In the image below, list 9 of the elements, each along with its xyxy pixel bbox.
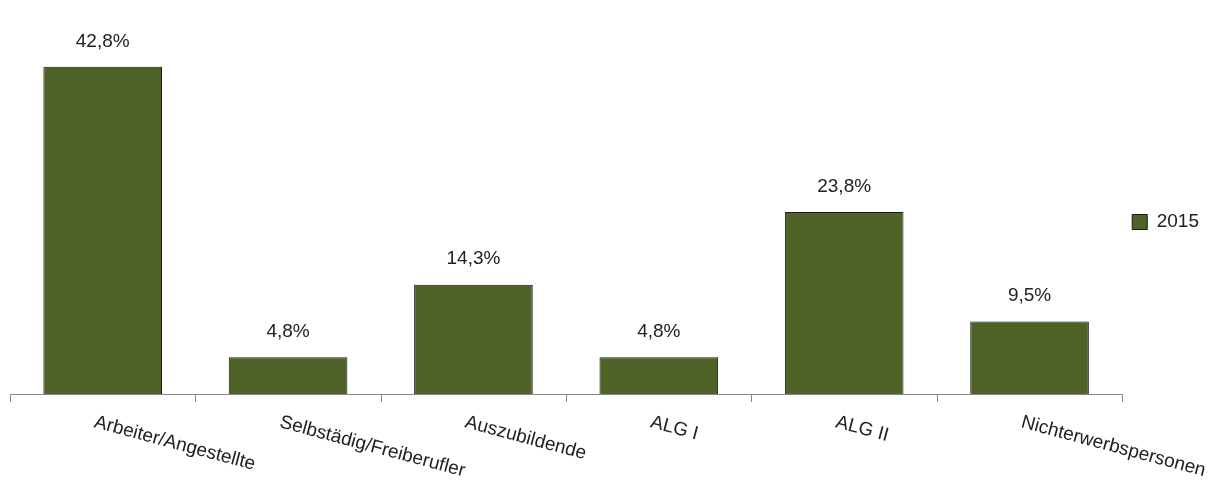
data-label: 23,8% bbox=[817, 174, 872, 196]
x-tick-label: ALG II bbox=[833, 410, 892, 445]
data-label: 4,8% bbox=[637, 320, 681, 342]
data-label: 4,8% bbox=[266, 320, 310, 342]
data-label: 14,3% bbox=[446, 247, 501, 269]
data-label: 9,5% bbox=[1007, 284, 1052, 306]
data-label: 42,8% bbox=[75, 29, 130, 51]
legend-label: 2015 bbox=[1156, 210, 1200, 232]
x-tick-label: ALG I bbox=[648, 410, 701, 444]
